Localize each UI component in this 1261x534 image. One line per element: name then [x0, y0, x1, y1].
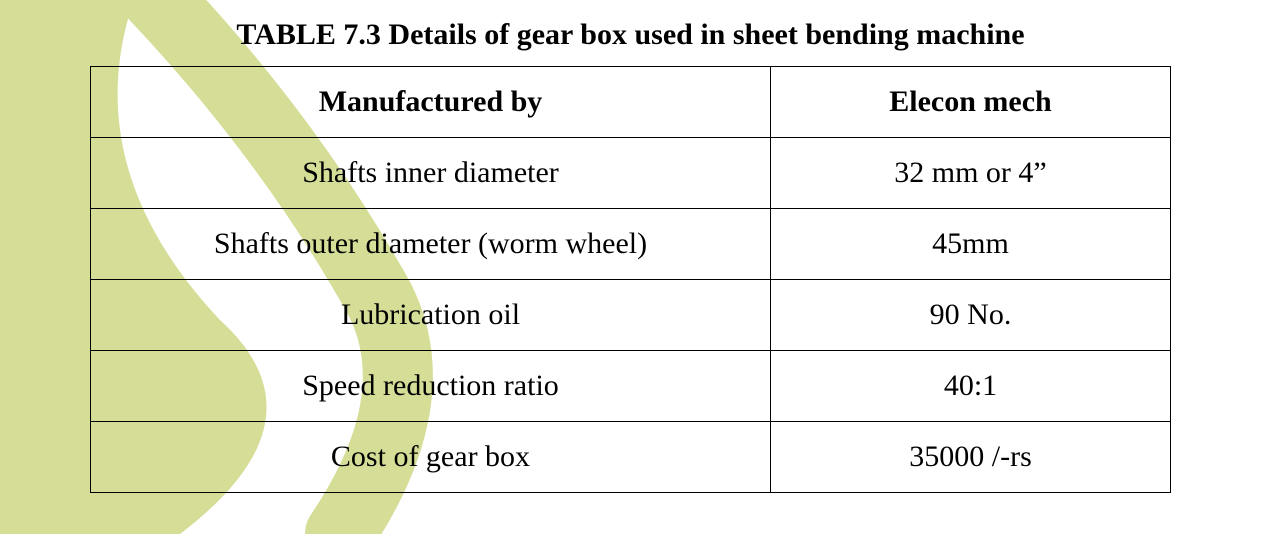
- table-row: Shafts outer diameter (worm wheel) 45mm: [91, 209, 1171, 280]
- table-header-cell: Elecon mech: [771, 67, 1171, 138]
- table-cell: 40:1: [771, 351, 1171, 422]
- table-cell: Speed reduction ratio: [91, 351, 771, 422]
- table-row: Shafts inner diameter 32 mm or 4”: [91, 138, 1171, 209]
- table-cell: Lubrication oil: [91, 280, 771, 351]
- table-cell: Shafts outer diameter (worm wheel): [91, 209, 771, 280]
- table-caption: TABLE 7.3 Details of gear box used in sh…: [90, 18, 1171, 52]
- table-row: Cost of gear box 35000 /-rs: [91, 422, 1171, 493]
- table-row: Lubrication oil 90 No.: [91, 280, 1171, 351]
- table-cell: 45mm: [771, 209, 1171, 280]
- table-header-row: Manufactured by Elecon mech: [91, 67, 1171, 138]
- gearbox-details-table: Manufactured by Elecon mech Shafts inner…: [90, 66, 1171, 493]
- table-header-cell: Manufactured by: [91, 67, 771, 138]
- table-row: Speed reduction ratio 40:1: [91, 351, 1171, 422]
- table-cell: Cost of gear box: [91, 422, 771, 493]
- table-cell: 32 mm or 4”: [771, 138, 1171, 209]
- table-cell: 90 No.: [771, 280, 1171, 351]
- table-cell: 35000 /-rs: [771, 422, 1171, 493]
- table-cell: Shafts inner diameter: [91, 138, 771, 209]
